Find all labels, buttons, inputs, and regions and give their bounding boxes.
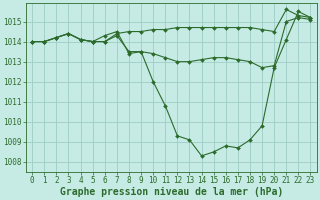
X-axis label: Graphe pression niveau de la mer (hPa): Graphe pression niveau de la mer (hPa) <box>60 186 283 197</box>
